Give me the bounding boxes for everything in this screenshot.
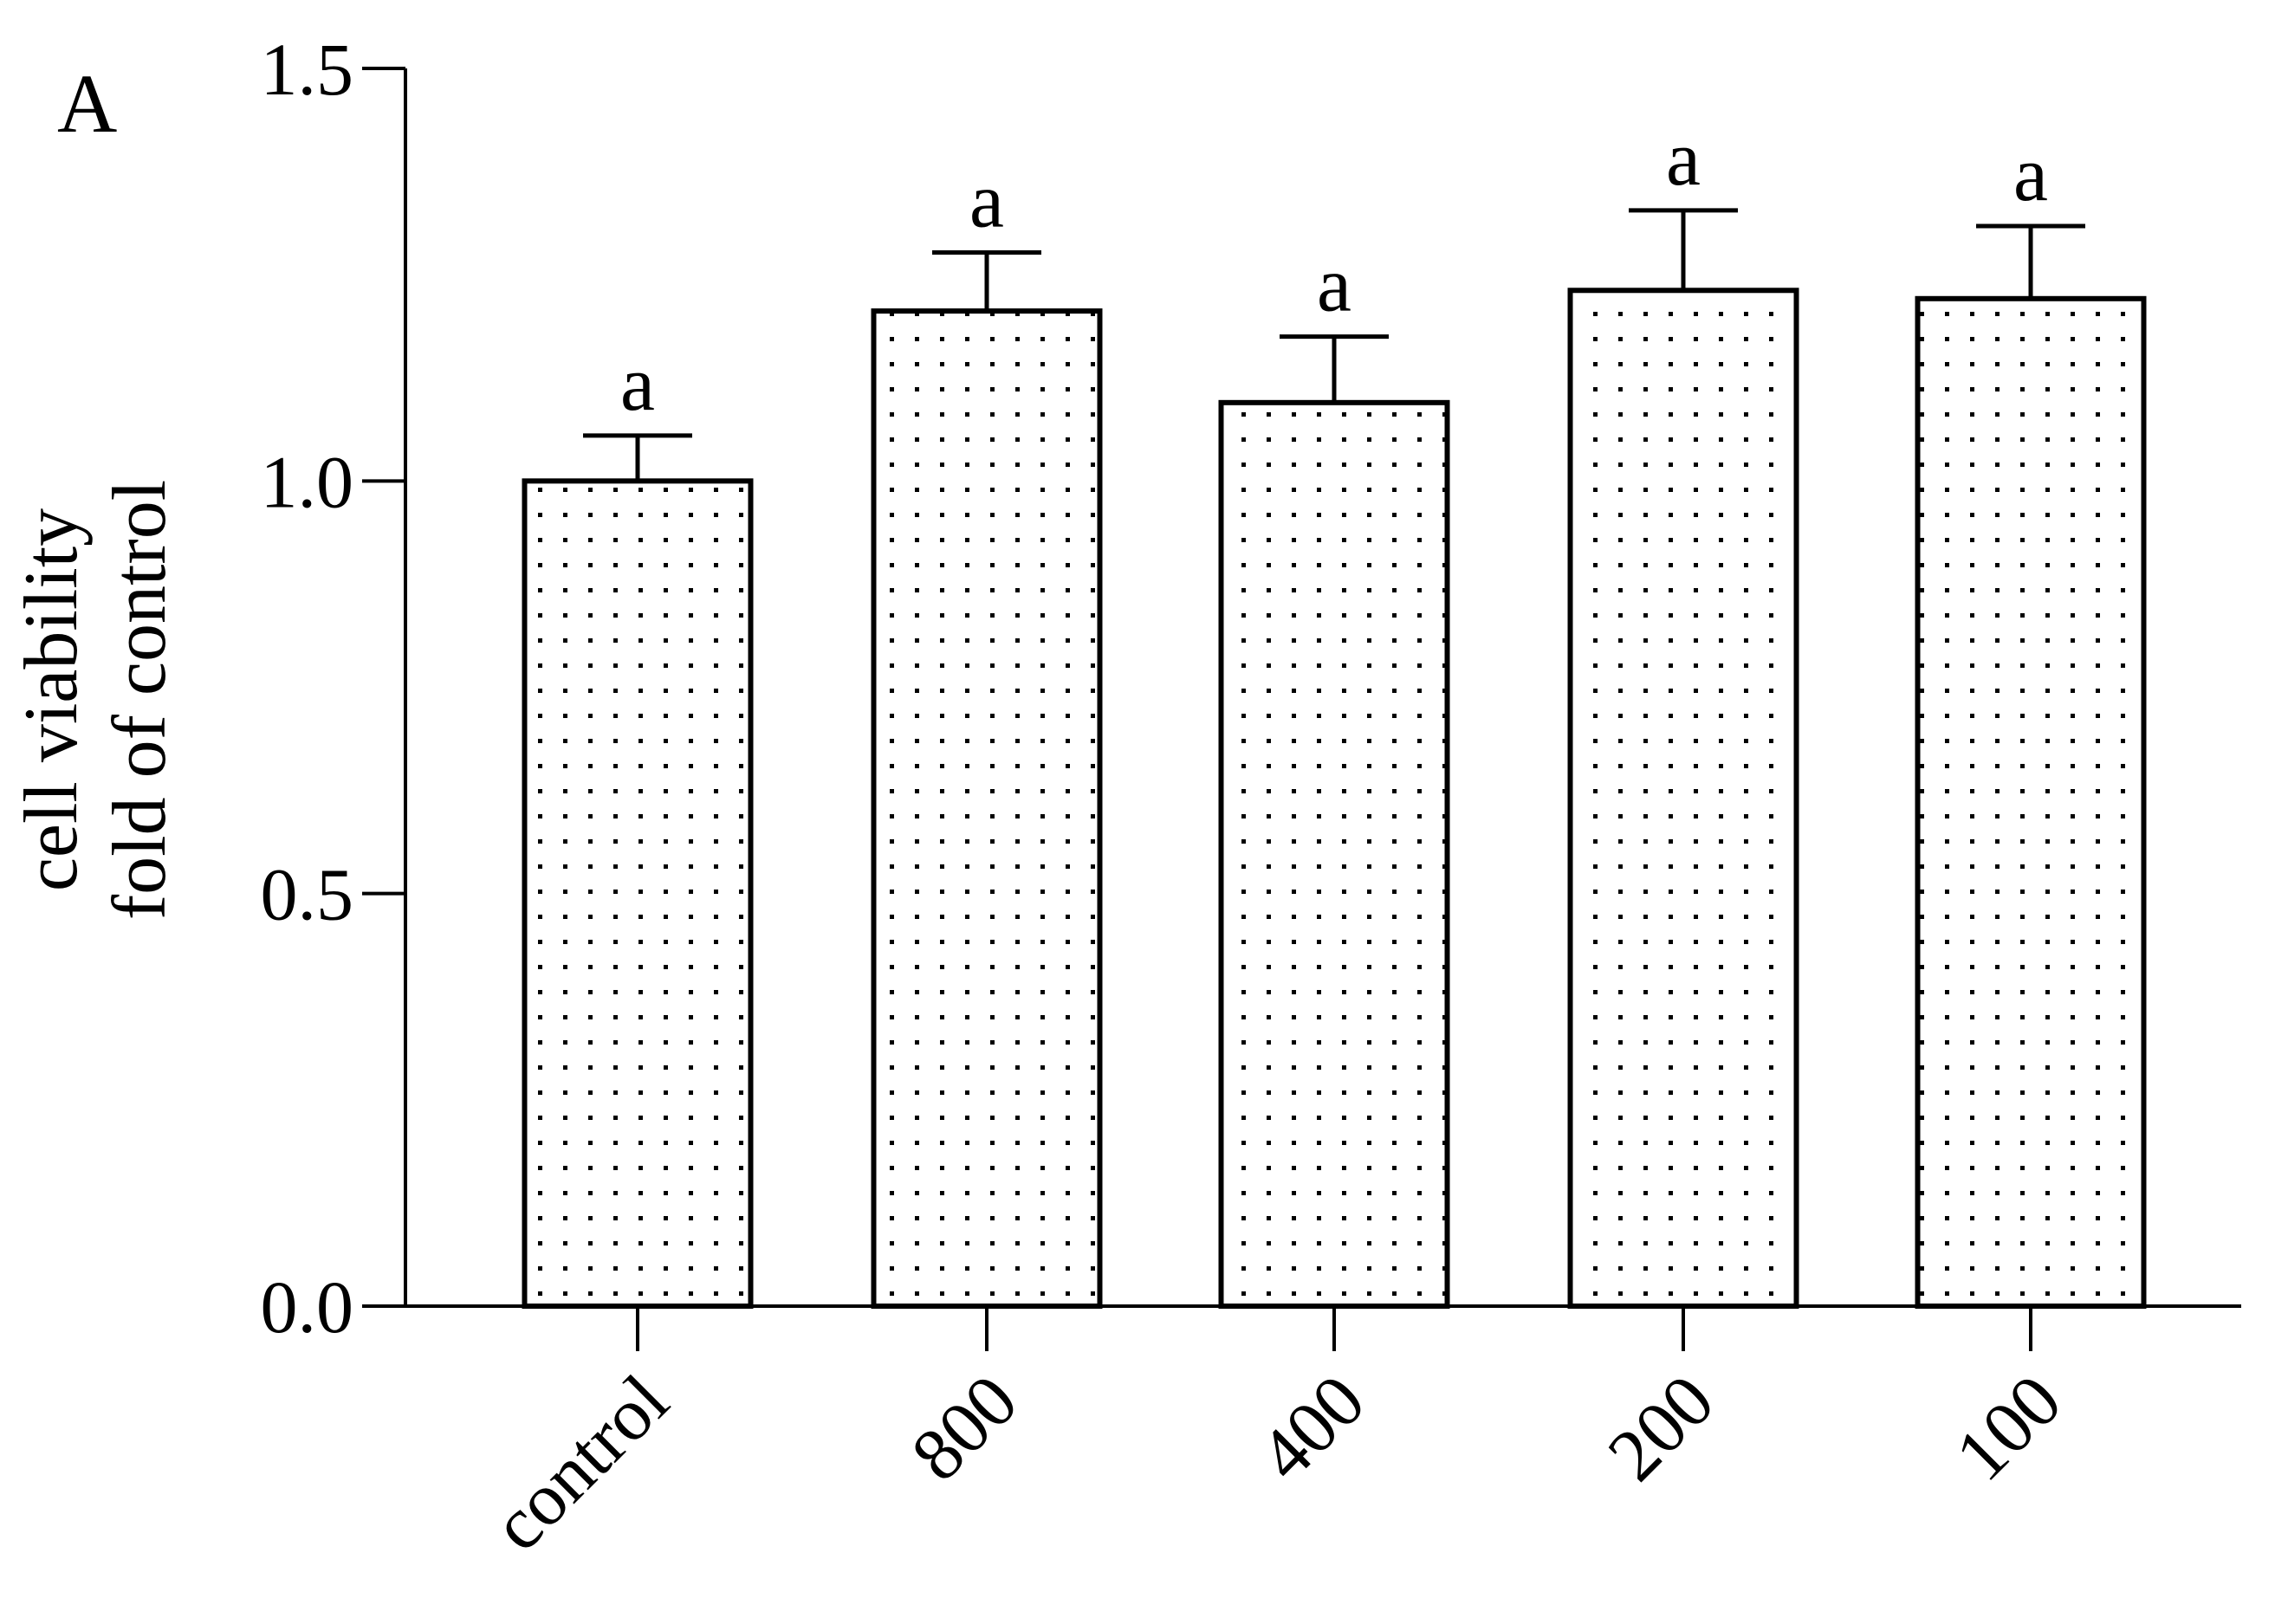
annotation: a xyxy=(620,341,655,427)
annotation: a xyxy=(969,158,1004,243)
y-tick-label: 1.5 xyxy=(261,28,354,111)
bar xyxy=(1915,295,2147,1310)
x-tick-label: control xyxy=(476,1359,684,1567)
x-tick-label: 800 xyxy=(895,1359,1033,1497)
y-tick-label: 1.0 xyxy=(261,440,354,523)
panel-label: A xyxy=(57,57,117,150)
annotation: a xyxy=(1666,116,1701,202)
y-tick-label: 0.5 xyxy=(261,853,354,936)
annotation: a xyxy=(2013,132,2048,217)
x-tick-label: 200 xyxy=(1591,1359,1729,1497)
bar xyxy=(522,478,754,1309)
bar xyxy=(1567,288,1799,1309)
bar xyxy=(1218,399,1450,1310)
y-tick-label: 0.0 xyxy=(261,1265,354,1349)
bar xyxy=(871,308,1103,1310)
y-axis-label: cell viability xyxy=(10,508,94,891)
x-tick-label: 100 xyxy=(1939,1359,2077,1497)
x-tick-label: 400 xyxy=(1242,1359,1380,1497)
y-axis-label: fold of control xyxy=(98,480,182,920)
annotation: a xyxy=(1317,243,1351,328)
